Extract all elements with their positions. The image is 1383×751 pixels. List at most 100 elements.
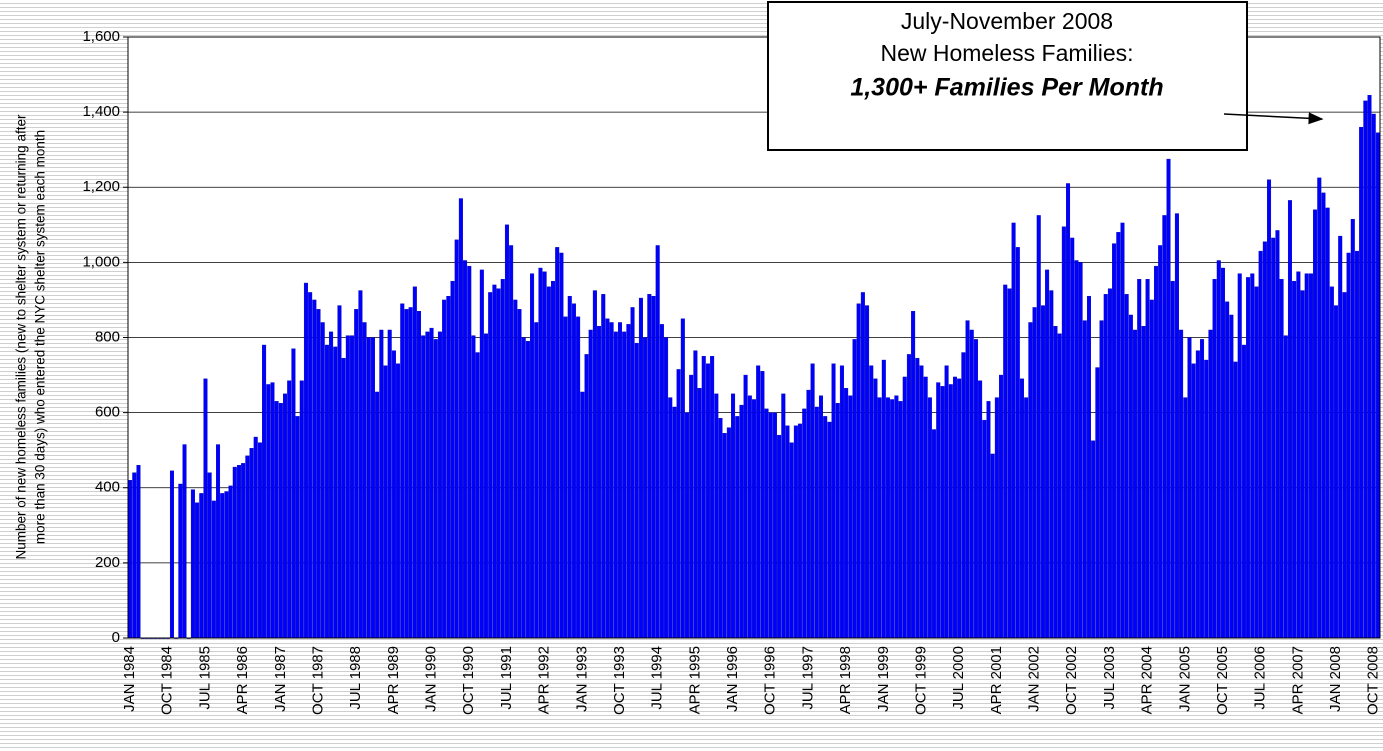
- bar: [743, 374, 748, 639]
- bar: [458, 198, 463, 639]
- bar: [1317, 177, 1322, 639]
- annotation-text: New Homeless Families:: [880, 40, 1133, 66]
- bar: [287, 380, 292, 639]
- bar: [952, 376, 957, 639]
- bar: [1158, 245, 1163, 639]
- bar: [580, 391, 585, 639]
- bar: [856, 303, 861, 639]
- bar: [634, 342, 639, 639]
- bar: [1350, 218, 1355, 639]
- bar: [1070, 237, 1075, 639]
- bar: [555, 247, 560, 639]
- bar: [224, 491, 229, 639]
- bar: [320, 322, 325, 639]
- bar: [1112, 243, 1117, 639]
- bar: [685, 412, 690, 639]
- bar: [1082, 320, 1087, 639]
- bar: [1149, 299, 1154, 639]
- bar: [781, 393, 786, 639]
- bar: [969, 329, 974, 639]
- x-tick-label: APR 1992: [536, 646, 553, 714]
- bar: [1204, 359, 1209, 639]
- bar: [680, 318, 685, 639]
- bar: [316, 309, 321, 639]
- x-tick-label: OCT 1999: [912, 646, 929, 715]
- bar: [957, 378, 962, 639]
- bar: [818, 395, 823, 639]
- x-tick-label: JAN 2008: [1327, 646, 1344, 712]
- x-tick-label: JAN 2002: [1026, 646, 1043, 712]
- bar: [375, 391, 380, 639]
- bar: [1099, 320, 1104, 639]
- x-tick-label: JUL 1991: [498, 646, 515, 710]
- bar: [965, 320, 970, 639]
- bar: [1279, 279, 1284, 639]
- y-tick-label: 1,200: [82, 178, 120, 195]
- bar: [333, 346, 338, 639]
- bar: [404, 309, 409, 639]
- bar: [999, 374, 1004, 639]
- bar: [542, 271, 547, 639]
- bar: [517, 309, 522, 639]
- bar: [1187, 337, 1192, 639]
- annotation-text: 1,300+ Families Per Month: [850, 74, 1163, 102]
- bar: [756, 365, 761, 639]
- bar: [739, 404, 744, 639]
- bar: [488, 292, 493, 639]
- bar: [722, 433, 727, 639]
- bar: [597, 326, 602, 639]
- bar: [253, 436, 258, 639]
- bar: [236, 465, 241, 639]
- x-tick-label: JAN 1987: [272, 646, 289, 712]
- plot-border: [127, 36, 1381, 639]
- bar: [664, 337, 669, 639]
- bar: [216, 444, 221, 639]
- bar: [479, 269, 484, 639]
- x-tick-label: JUL 2003: [1101, 646, 1118, 710]
- x-tick-label: OCT 1987: [309, 646, 326, 715]
- bar: [1120, 222, 1125, 639]
- bar: [994, 397, 999, 639]
- bar: [768, 412, 773, 639]
- bar: [1183, 397, 1188, 639]
- bar: [190, 489, 195, 639]
- bar: [1015, 247, 1020, 639]
- y-tick-label: 1,600: [82, 28, 120, 45]
- bar: [211, 500, 216, 639]
- bar: [718, 418, 723, 639]
- bar: [350, 335, 355, 639]
- bar: [785, 425, 790, 639]
- y-tick-label: 200: [95, 554, 120, 571]
- bar: [1195, 350, 1200, 639]
- bar: [1283, 335, 1288, 639]
- bar: [1308, 273, 1313, 639]
- y-tick-label: 400: [95, 479, 120, 496]
- bar: [1233, 361, 1238, 639]
- bar: [1346, 252, 1351, 639]
- x-tick-label: JAN 1996: [724, 646, 741, 712]
- y-tick-label: 0: [112, 629, 120, 646]
- bar: [643, 337, 648, 639]
- bar: [396, 363, 401, 639]
- bar: [1074, 260, 1079, 639]
- bar: [793, 425, 798, 639]
- bar: [354, 309, 359, 639]
- x-tick-label: JAN 2005: [1176, 646, 1193, 712]
- bar: [990, 453, 995, 639]
- bar: [421, 335, 426, 639]
- bar: [915, 357, 920, 639]
- bar: [923, 376, 928, 639]
- bar: [751, 399, 757, 639]
- bar: [835, 403, 840, 639]
- bar: [232, 466, 237, 639]
- bar: [1225, 301, 1230, 639]
- bar: [484, 333, 489, 639]
- bar: [601, 294, 606, 639]
- bar: [936, 382, 941, 639]
- bar: [689, 374, 694, 639]
- bar: [559, 252, 564, 639]
- bar: [764, 408, 769, 639]
- x-tick-label: JAN 1993: [573, 646, 590, 712]
- bar: [1329, 286, 1334, 639]
- bar: [274, 401, 279, 639]
